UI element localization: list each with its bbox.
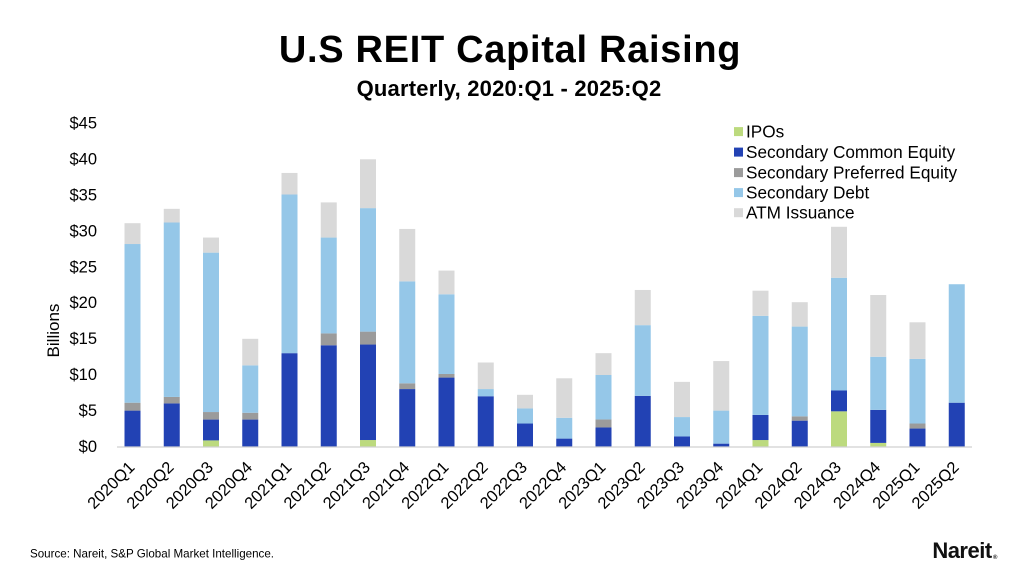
svg-text:®: ® [993,554,998,561]
svg-text:Secondary Debt: Secondary Debt [746,183,869,203]
svg-text:Billions: Billions [44,304,63,358]
svg-text:$30: $30 [69,222,97,240]
svg-text:Secondary Preferred Equity: Secondary Preferred Equity [746,163,958,183]
svg-text:$45: $45 [69,115,97,133]
svg-text:$25: $25 [69,258,97,276]
svg-text:Quarterly, 2020:Q1 - 2025:Q2: Quarterly, 2020:Q1 - 2025:Q2 [357,76,662,101]
svg-text:$20: $20 [69,294,97,312]
svg-text:$35: $35 [69,187,97,205]
svg-text:$40: $40 [69,151,97,169]
svg-text:ATM Issuance: ATM Issuance [746,203,855,223]
svg-text:Secondary Common Equity: Secondary Common Equity [746,142,956,162]
svg-text:$15: $15 [69,330,97,348]
svg-text:$0: $0 [79,438,97,456]
svg-text:Nareit: Nareit [932,538,993,563]
svg-text:$5: $5 [79,402,97,420]
svg-text:$10: $10 [69,366,97,384]
svg-text:IPOs: IPOs [746,122,784,142]
svg-text:U.S REIT Capital Raising: U.S REIT Capital Raising [279,29,741,71]
svg-text:Source: Nareit, S&P Global Mar: Source: Nareit, S&P Global Market Intell… [30,548,274,561]
